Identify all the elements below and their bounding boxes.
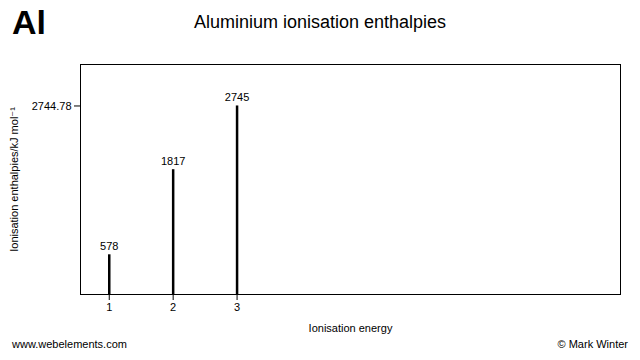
svg-text:1: 1 [106,301,112,313]
svg-text:Ionisation enthalpies/kJ mol⁻¹: Ionisation enthalpies/kJ mol⁻¹ [8,107,20,252]
svg-text:2: 2 [170,301,176,313]
html-text:© Mark Winter: © Mark Winter [557,338,628,350]
html-text:Al: Al [12,3,46,41]
svg-text:578: 578 [100,240,118,252]
html-text:www.webelements.com: www.webelements.com [12,338,127,350]
svg-text:3: 3 [234,301,240,313]
svg-text:1817: 1817 [161,155,185,167]
svg-text:Ionisation energy: Ionisation energy [309,322,393,334]
svg-text:2745: 2745 [225,91,249,103]
svg-text:2744.78: 2744.78 [32,99,72,111]
html-text:Aluminium ionisation enthalpie: Aluminium ionisation enthalpies [193,11,447,32]
